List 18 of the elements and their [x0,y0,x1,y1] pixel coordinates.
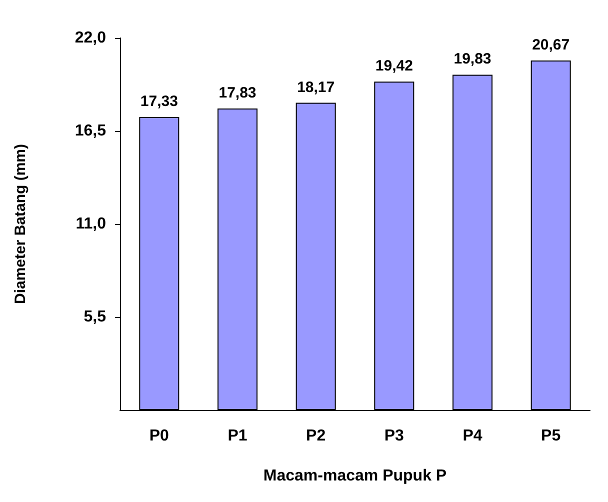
x-tick-label: P3 [384,428,404,444]
data-label: 19,42 [375,58,413,75]
data-label: 19,83 [454,50,492,68]
x-axis-title: Macam-macam Pupuk P [263,468,447,484]
x-tick-label: P0 [149,428,170,444]
data-label: 18,17 [297,78,335,96]
data-label: 20,67 [532,36,570,54]
data-label: 17,83 [218,84,256,102]
y-tick-label: 16,5 [74,122,106,140]
y-tick-label: 5,5 [84,308,106,326]
x-tick-label: P1 [228,428,248,444]
x-tick-label: P4 [462,428,482,444]
y-axis-title: Diameter Batang (mm) [12,144,29,304]
data-label: 17,33 [140,92,178,110]
y-tick-label: 22,0 [74,30,106,46]
x-tick-label: P2 [306,428,326,444]
y-tick-label: 11,0 [76,216,106,232]
x-tick-label: P5 [541,428,561,444]
